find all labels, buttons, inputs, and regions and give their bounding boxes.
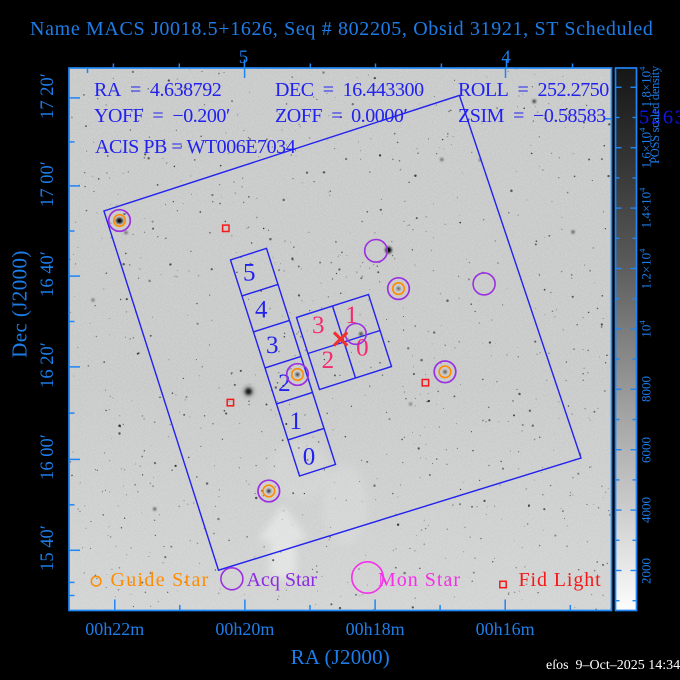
svg-text:5: 5 [243,260,256,287]
svg-text:2: 2 [278,370,291,397]
svg-text:3: 3 [266,332,279,359]
svg-text:0: 0 [303,443,316,470]
svg-text:1: 1 [345,302,358,329]
svg-text:35263: 35263 [627,107,680,129]
svg-text:3: 3 [312,312,325,339]
svg-text:0: 0 [356,335,369,362]
svg-text:4: 4 [255,296,268,323]
svg-text:2: 2 [322,347,335,374]
svg-text:1: 1 [290,408,303,435]
